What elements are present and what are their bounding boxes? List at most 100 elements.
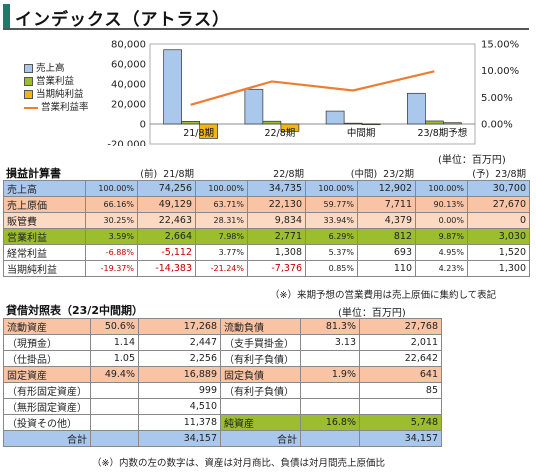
bs-right-label: 合計 [220, 430, 301, 447]
pl-ratio-cell: 100.00% [85, 180, 138, 197]
bs-right-label: 流動負債 [220, 318, 301, 335]
bar-営業利益 [181, 120, 200, 125]
pl-ratio-cell: 4.23% [415, 260, 468, 277]
pl-value-cell: 2,664 [137, 228, 196, 245]
pl-row: 売上高 100.00% 74,256 100.00% 34,735 100.00% 12,9… [3, 180, 530, 197]
pl-ratio-cell: 66.16% [85, 196, 138, 213]
bs-left-ratio: 1.14 [90, 334, 139, 351]
pl-ratio-cell: -6.88% [85, 244, 138, 261]
legend-swatch [24, 64, 33, 73]
legend-label: 営業利益 [36, 76, 75, 87]
bs-right-value: 641 [359, 366, 442, 383]
bs-row: （仕掛品） 1.05 2,256 （有利子負債） 22,642 [3, 350, 442, 367]
combo-chart: 80,000 60,000 40,000 20,000 0 -20,000 15.00% 10… [107, 40, 519, 147]
pl-row-label: 経常利益 [3, 244, 86, 261]
period-label: 23/2期 [383, 169, 414, 180]
bs-left-value: 17,268 [138, 318, 221, 335]
line-営業利益率 [190, 70, 435, 106]
pl-ratio-cell: 7.98% [195, 228, 248, 245]
bs-left-ratio [90, 414, 139, 431]
chart-panel: 80,000 60,000 40,000 20,000 0 -20,000 15.00% 10… [0, 34, 536, 146]
pl-value-cell: 9,834 [247, 212, 306, 229]
bs-row: （有形固定資産） 999 （有利子負債） 85 [3, 382, 442, 399]
bs-row: 合計 34,157 合計 34,157 [3, 430, 442, 447]
pl-value-cell: 27,670 [467, 196, 530, 213]
pl-row-label: 営業利益 [3, 228, 86, 245]
bs-left-value: 34,157 [138, 430, 221, 447]
bar-売上高 [325, 110, 345, 125]
pl-period-header: (予) 23/8期 [416, 166, 526, 180]
income-statement-table: 売上高 100.00% 74,256 100.00% 34,735 100.00% 12,9… [3, 180, 530, 277]
y-axis-left-tick: 80,000 [111, 40, 146, 51]
bs-right-label: 固定負債 [220, 366, 301, 383]
pl-ratio-cell: 0.85% [305, 260, 358, 277]
bs-left-value: 2,256 [138, 350, 221, 367]
pl-ratio-cell: 63.71% [195, 196, 248, 213]
pl-heading: 損益計算書 [6, 167, 61, 180]
bs-left-label: 合計 [3, 430, 91, 447]
pl-value-cell: 693 [357, 244, 416, 261]
pl-value-cell: 812 [357, 228, 416, 245]
bs-right-ratio: 3.13 [300, 334, 360, 351]
y-axis-right-tick: 15.00% [481, 40, 519, 51]
bs-right-ratio [300, 350, 360, 367]
period-label: 21/8期 [163, 169, 194, 180]
pl-ratio-cell: 5.37% [305, 244, 358, 261]
legend-swatch [24, 106, 38, 109]
bs-right-ratio [300, 398, 360, 415]
pl-ratio-cell: 100.00% [415, 180, 468, 197]
pl-ratio-cell: -21.24% [195, 260, 248, 277]
bar-当期純利益 [199, 123, 218, 139]
x-axis-label: 21/8期 [183, 128, 214, 139]
bs-left-value: 16,889 [138, 366, 221, 383]
bs-left-label: （現預金） [3, 334, 91, 351]
legend-item: 当期純利益 [24, 88, 89, 101]
bar-売上高 [163, 49, 182, 125]
unit-label: (単位：百万円) [438, 155, 506, 166]
bs-left-ratio: 50.6% [90, 318, 139, 335]
pl-value-cell: -5,112 [137, 244, 196, 261]
period-tag: (中間) [350, 169, 378, 180]
pl-ratio-cell: 4.95% [415, 244, 468, 261]
bar-売上高 [407, 92, 426, 125]
legend-item: 営業利益率 [24, 101, 89, 114]
pl-ratio-cell: 100.00% [195, 180, 248, 197]
title-bar: インデックス（アトラス） [3, 4, 529, 30]
bs-heading: 貸借対照表（23/2中間期） [6, 304, 143, 317]
bs-right-value [359, 398, 442, 415]
pl-ratio-cell: 33.94% [305, 212, 358, 229]
title-accent [3, 4, 10, 28]
bs-right-value: 85 [359, 382, 442, 399]
bs-left-value: 999 [138, 382, 221, 399]
bs-right-ratio: 16.8% [300, 414, 360, 431]
pl-value-cell: -14,383 [137, 260, 196, 277]
bs-right-ratio: 81.3% [300, 318, 360, 335]
bs-right-value: 34,157 [359, 430, 442, 447]
bs-row: 流動資産 50.6% 17,268 流動負債 81.3% 27,768 [3, 318, 442, 335]
bs-right-ratio [300, 382, 360, 399]
bs-right-value: 27,768 [359, 318, 442, 335]
balance-sheet-table: 流動資産 50.6% 17,268 流動負債 81.3% 27,768 （現預金） 1.14 2… [3, 318, 442, 447]
pl-row: 販管費 30.25% 22,463 28.31% 9,834 33.94% 4,379 0.0… [3, 212, 530, 229]
pl-period-header: (中間) 23/2期 [304, 166, 414, 180]
bs-left-value: 2,447 [138, 334, 221, 351]
bs-left-value: 4,510 [138, 398, 221, 415]
pl-ratio-cell: 0.00% [415, 212, 468, 229]
pl-row-label: 当期純利益 [3, 260, 86, 277]
bs-unit-label: (単位：百万円) [338, 308, 406, 319]
pl-value-cell: 34,735 [247, 180, 306, 197]
pl-row: 経常利益 -6.88% -5,112 3.77% 1,308 5.37% 693 4.95% 1… [3, 244, 530, 261]
bs-left-ratio [90, 398, 139, 415]
bs-row: （投資その他） 11,378 純資産 16.8% 5,748 [3, 414, 442, 431]
pl-value-cell: 1,300 [467, 260, 530, 277]
pl-value-cell: 22,463 [137, 212, 196, 229]
bs-footnote: （※）内数の左の数字は、資産は対月商比、負債は対月間売上原価比 [92, 458, 385, 469]
period-label: 23/8期 [495, 169, 526, 180]
pl-footnote: （※）来期予想の営業費用は売上原価に集約して表記 [270, 290, 497, 301]
legend-swatch [24, 77, 33, 86]
pl-value-cell: 1,308 [247, 244, 306, 261]
legend-item: 売上高 [24, 62, 89, 75]
legend-label: 当期純利益 [36, 89, 84, 100]
bs-left-ratio: 1.05 [90, 350, 139, 367]
pl-ratio-cell: 30.25% [85, 212, 138, 229]
